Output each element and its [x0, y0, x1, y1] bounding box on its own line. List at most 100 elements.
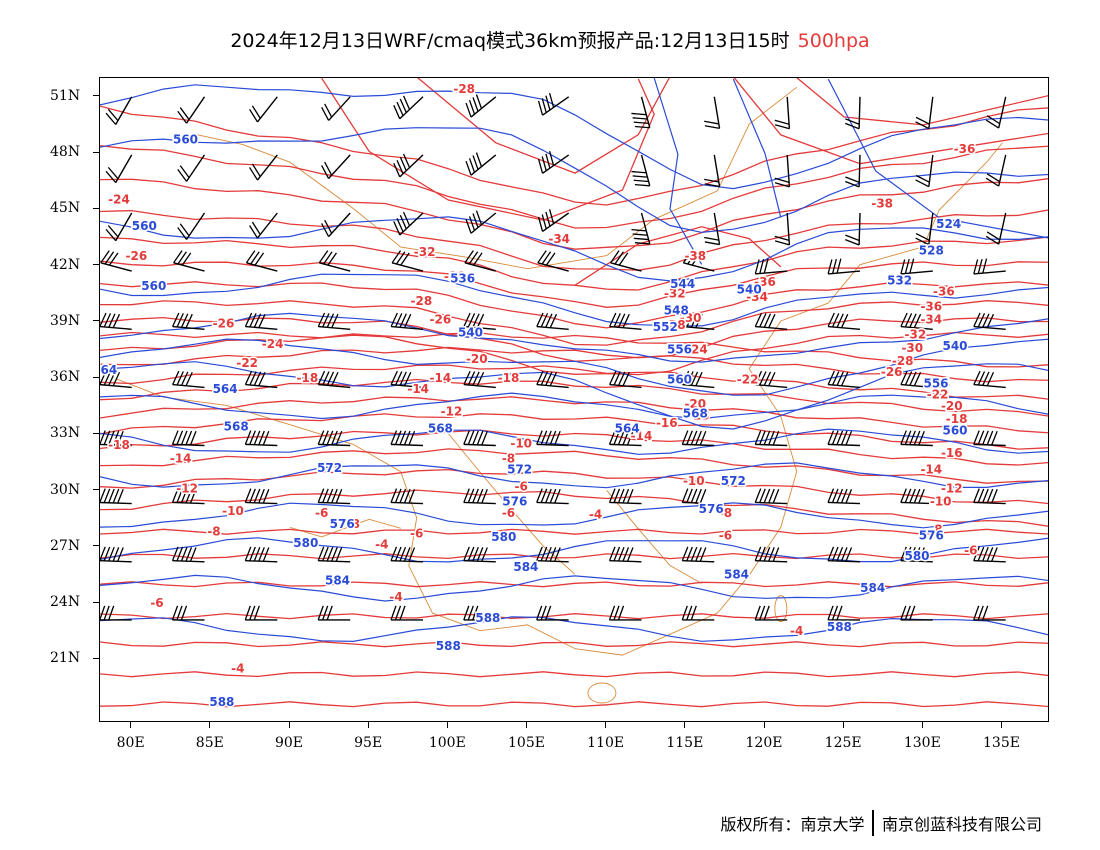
lat-tick-label: 36N	[50, 369, 81, 385]
temperature-label: -32	[905, 328, 927, 342]
wind-barb	[249, 96, 278, 123]
temperature-contour	[100, 701, 1048, 708]
height-label: 576	[330, 517, 355, 531]
wind-barb	[536, 546, 569, 563]
chart-title: 2024年12月13日WRF/cmaq模式36km预报产品:12月13日15时 5…	[0, 26, 1100, 53]
temperature-label: -6	[315, 506, 328, 520]
wind-barb	[754, 430, 788, 447]
wind-barb	[845, 212, 861, 246]
wind-barb	[973, 605, 1006, 621]
wind-barb	[973, 312, 1006, 330]
wind-barb	[985, 96, 1007, 129]
lon-tick-label: 105E	[508, 735, 545, 751]
height-label: 536	[450, 271, 475, 285]
temperature-contour	[100, 364, 1048, 400]
wind-barb	[681, 370, 715, 389]
temperature-contour	[100, 236, 1048, 291]
wind-barb	[985, 154, 1007, 187]
lon-tick-label: 100E	[428, 735, 466, 751]
temperature-label: -36	[954, 142, 976, 156]
wind-barb	[754, 370, 788, 389]
temperature-label: -6	[515, 480, 528, 494]
wind-barb	[900, 258, 933, 275]
temperature-label: -6	[719, 528, 732, 542]
wind-barb	[537, 92, 570, 116]
temperature-label: -4	[389, 590, 402, 604]
wind-barb	[100, 312, 132, 330]
wind-barb	[465, 210, 497, 234]
lat-tick-mark	[93, 545, 99, 547]
height-contour	[100, 338, 1048, 396]
temperature-label: -10	[222, 504, 244, 518]
lon-tick-mark	[842, 722, 844, 728]
boundary-line	[447, 433, 576, 575]
wind-barb	[827, 605, 860, 621]
lon-tick-mark	[367, 722, 369, 728]
lat-tick-label: 24N	[50, 594, 81, 610]
wind-barb	[321, 212, 351, 238]
height-label: 572	[317, 461, 342, 475]
wind-barb	[249, 212, 278, 239]
height-label: 564	[100, 363, 117, 377]
boundary-line	[194, 86, 797, 270]
temperature-label: -6	[964, 543, 977, 557]
temperature-label: -32	[664, 286, 686, 300]
wind-barb	[105, 212, 133, 242]
lon-tick-mark	[921, 722, 923, 728]
wind-barbs	[100, 92, 1007, 621]
wind-barb	[609, 370, 642, 389]
temperature-label: -30	[901, 341, 923, 355]
temperature-contour	[574, 226, 782, 286]
wind-barb	[900, 430, 933, 447]
wind-barb	[463, 488, 496, 505]
lon-tick-mark	[526, 722, 527, 728]
temperature-contour	[100, 468, 1048, 505]
height-label: 564	[213, 382, 238, 396]
height-label: 568	[224, 420, 249, 434]
height-contour	[100, 462, 1048, 489]
island-outline	[587, 682, 617, 704]
wind-barb	[464, 250, 496, 272]
lon-tick-label: 110E	[587, 735, 625, 751]
wind-barb	[172, 370, 205, 389]
wind-barb	[244, 430, 278, 447]
wind-barb	[171, 430, 205, 447]
weather-map: -28-36-24-26 -32-34-38-38-30-28-26-26-24-…	[100, 78, 1048, 711]
temperature-label: -16	[656, 416, 678, 430]
temperature-contour	[100, 528, 1048, 535]
wind-barb	[321, 154, 351, 179]
temperature-contour	[417, 78, 670, 174]
temperature-label: -22	[737, 373, 759, 387]
temperature-label: -14	[631, 429, 653, 443]
wind-barb	[915, 96, 934, 130]
map-frame: -28 -36 -24 -26 -32 -34 -38 -38 -30 -28 -26 -26 -24-…	[99, 77, 1049, 722]
temperature-label: -34	[548, 232, 570, 246]
wind-barb	[608, 546, 642, 563]
wind-barb	[827, 370, 861, 389]
height-label: 556	[667, 343, 692, 357]
wind-barb	[317, 370, 351, 389]
temperature-label: -4	[589, 508, 602, 522]
temperature-label: -22	[236, 356, 258, 370]
temperature-label: -6	[502, 506, 515, 520]
lat-tick-mark	[93, 432, 99, 434]
wind-barb	[774, 96, 791, 130]
wind-barb	[393, 95, 424, 120]
temperature-contour	[733, 78, 1048, 165]
wind-barb	[390, 312, 424, 330]
wind-barb	[845, 154, 861, 188]
wind-barb	[321, 96, 351, 121]
height-label: 588	[827, 620, 852, 634]
height-label: 580	[491, 530, 516, 544]
lat-tick-label: 39N	[50, 312, 81, 329]
wind-barb	[845, 96, 861, 130]
lon-tick-label: 80E	[116, 735, 145, 751]
wind-barb	[536, 312, 569, 330]
lat-tick-label: 48N	[50, 144, 81, 160]
wind-barb	[973, 546, 1006, 563]
wind-barb	[245, 250, 278, 272]
wind-barb	[390, 370, 424, 389]
temperature-contour	[100, 671, 1048, 678]
wind-barb	[537, 151, 570, 174]
temperature-contour	[100, 331, 1048, 376]
